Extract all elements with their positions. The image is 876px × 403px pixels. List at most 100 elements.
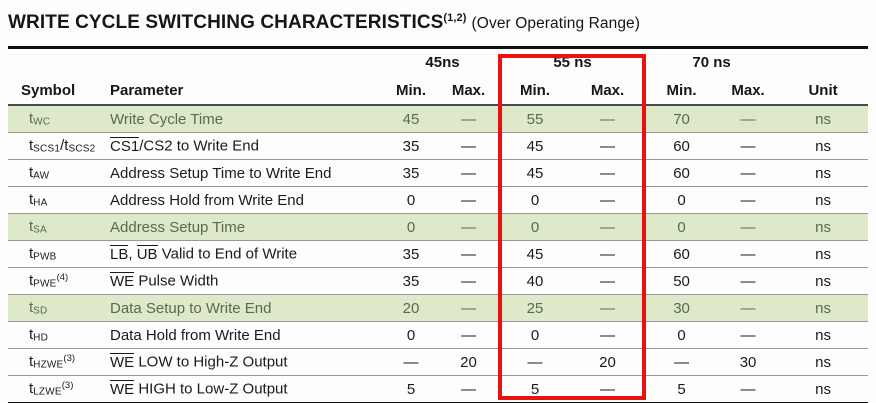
symbol-base: t bbox=[29, 218, 34, 236]
unit-cell: ns bbox=[815, 380, 831, 398]
value-cell: 0 bbox=[406, 191, 416, 209]
value-cell: — bbox=[740, 164, 756, 182]
parameter-cell: LB, UB Valid to End of Write bbox=[100, 241, 385, 268]
unit-cell: ns bbox=[815, 299, 831, 317]
symbol-base: t bbox=[29, 272, 34, 290]
symbol-base: t bbox=[29, 110, 34, 128]
parameter-text: Address Setup Time bbox=[110, 218, 246, 236]
symbol-sub: HZWE bbox=[33, 359, 64, 371]
symbol-base: t bbox=[29, 245, 34, 263]
table-row: tSA Address Setup Time 0 — 0 — 0 — ns bbox=[8, 213, 869, 241]
table-row: tSD Data Setup to Write End 20 — 25 — 30 — ns bbox=[8, 294, 869, 322]
value-cell: — bbox=[740, 299, 756, 317]
parameter-cell: Write Cycle Time bbox=[100, 105, 385, 133]
value-cell: 5 bbox=[406, 380, 416, 398]
parameter-cell: Address Setup Time bbox=[100, 214, 385, 241]
table-row: tHD Data Hold from Write End 0 — 0 — 0 — ns bbox=[8, 322, 869, 349]
parameter-cell: CS1/CS2 to Write End bbox=[100, 133, 385, 160]
value-cell: 20 bbox=[460, 353, 477, 371]
value-cell: 0 bbox=[677, 326, 686, 344]
title-text: WRITE CYCLE SWITCHING CHARACTERISTICS bbox=[8, 12, 444, 33]
symbol-base: t bbox=[29, 326, 34, 344]
value-cell: 45 bbox=[526, 245, 544, 263]
symbol-sup: (3) bbox=[61, 380, 74, 392]
parameter-text: Write Cycle Time bbox=[110, 110, 224, 128]
value-cell: 40 bbox=[526, 272, 544, 290]
value-cell: — bbox=[461, 299, 476, 317]
col-header-min-55: Min. bbox=[500, 72, 571, 106]
value-cell: 0 bbox=[530, 218, 540, 236]
title-footnote-superscript: (1,2) bbox=[443, 12, 467, 24]
parameter-text: Data Setup to Write End bbox=[110, 299, 272, 317]
value-cell: 60 bbox=[673, 164, 690, 182]
value-cell: — bbox=[461, 110, 476, 128]
symbol-sup: (4) bbox=[56, 272, 69, 284]
value-cell: — bbox=[740, 137, 756, 155]
table-body: tWC Write Cycle Time 45—55—70— ns tSCS1/tSCS… bbox=[8, 105, 869, 403]
value-cell: 20 bbox=[599, 353, 616, 371]
value-cell: — bbox=[461, 245, 476, 263]
symbol-base: /t bbox=[60, 137, 69, 155]
parameter-text: HIGH to Low-Z Output bbox=[134, 380, 288, 398]
symbol-base: t bbox=[29, 191, 34, 209]
symbol-cell: tPWB bbox=[8, 241, 100, 268]
value-cell: 0 bbox=[677, 218, 686, 236]
col-header-max-55: Max. bbox=[570, 72, 646, 106]
symbol-cell: tHA bbox=[8, 187, 100, 214]
value-cell: — bbox=[461, 137, 476, 155]
table-row: tPWB LB, UB Valid to End of Write 35—45—60… bbox=[8, 241, 869, 268]
parameter-cell: WE HIGH to Low-Z Output bbox=[100, 376, 385, 403]
value-cell: — bbox=[740, 218, 756, 236]
unit-cell: ns bbox=[815, 164, 831, 182]
parameter-cell: Address Hold from Write End bbox=[100, 187, 385, 214]
parameter-text: Address Setup Time to Write End bbox=[110, 164, 332, 182]
parameter-cell: WE Pulse Width bbox=[100, 268, 385, 295]
unit-cell: ns bbox=[815, 245, 831, 263]
unit-cell: ns bbox=[815, 110, 831, 128]
value-cell: — bbox=[600, 137, 616, 155]
unit-cell: ns bbox=[815, 191, 831, 209]
value-cell: — bbox=[600, 299, 616, 317]
title-subtitle: (Over Operating Range) bbox=[471, 15, 641, 32]
symbol-sub: HA bbox=[33, 197, 48, 209]
value-cell: 70 bbox=[673, 110, 690, 128]
value-cell: — bbox=[461, 272, 476, 290]
value-cell: — bbox=[740, 110, 756, 128]
value-cell: 35 bbox=[402, 164, 420, 182]
table-row: tWC Write Cycle Time 45 — 55 — 70 — ns bbox=[8, 105, 869, 133]
value-cell: 20 bbox=[402, 299, 420, 317]
value-cell: — bbox=[740, 326, 756, 344]
parameter-text: /CS2 to Write End bbox=[139, 137, 259, 155]
col-header-symbol: Symbol bbox=[8, 72, 100, 106]
value-cell: — bbox=[461, 326, 476, 344]
value-cell: — bbox=[461, 218, 476, 236]
symbol-cell: tWC bbox=[8, 105, 100, 133]
col-header-max-45: Max. bbox=[437, 72, 501, 106]
unit-cell: ns bbox=[815, 137, 831, 155]
parameter-text: Pulse Width bbox=[134, 272, 219, 290]
symbol-sub: SA bbox=[33, 224, 47, 236]
col-header-unit: Unit bbox=[778, 72, 869, 106]
symbol-sub: SCS2 bbox=[68, 143, 96, 155]
symbol-cell: tAW bbox=[8, 160, 100, 187]
table-row: tLZWE(3) WE HIGH to Low-Z Output 5—5—5— ns bbox=[8, 376, 868, 403]
speed-grade-45ns: 45ns bbox=[425, 54, 460, 71]
value-cell: 35 bbox=[402, 245, 420, 263]
value-cell: 60 bbox=[673, 245, 690, 263]
value-cell: 45 bbox=[526, 137, 544, 155]
table-row: tSCS1/tSCS2 CS1/CS2 to Write End 35—45—60—… bbox=[8, 133, 869, 160]
parameter-cell: Data Setup to Write End bbox=[100, 295, 385, 322]
unit-cell: ns bbox=[815, 218, 831, 236]
value-cell: — bbox=[740, 272, 756, 290]
value-cell: — bbox=[461, 380, 476, 398]
value-cell: 0 bbox=[406, 326, 416, 344]
page-title: WRITE CYCLE SWITCHING CHARACTERISTICS(1,… bbox=[0, 0, 876, 35]
value-cell: 45 bbox=[402, 110, 420, 128]
value-cell: — bbox=[461, 164, 476, 182]
unit-cell: ns bbox=[815, 353, 831, 371]
spacer-cell bbox=[778, 48, 868, 73]
overlined-signal-name: LB bbox=[110, 245, 129, 263]
value-cell: 35 bbox=[402, 272, 420, 290]
col-header-parameter: Parameter bbox=[100, 72, 385, 106]
